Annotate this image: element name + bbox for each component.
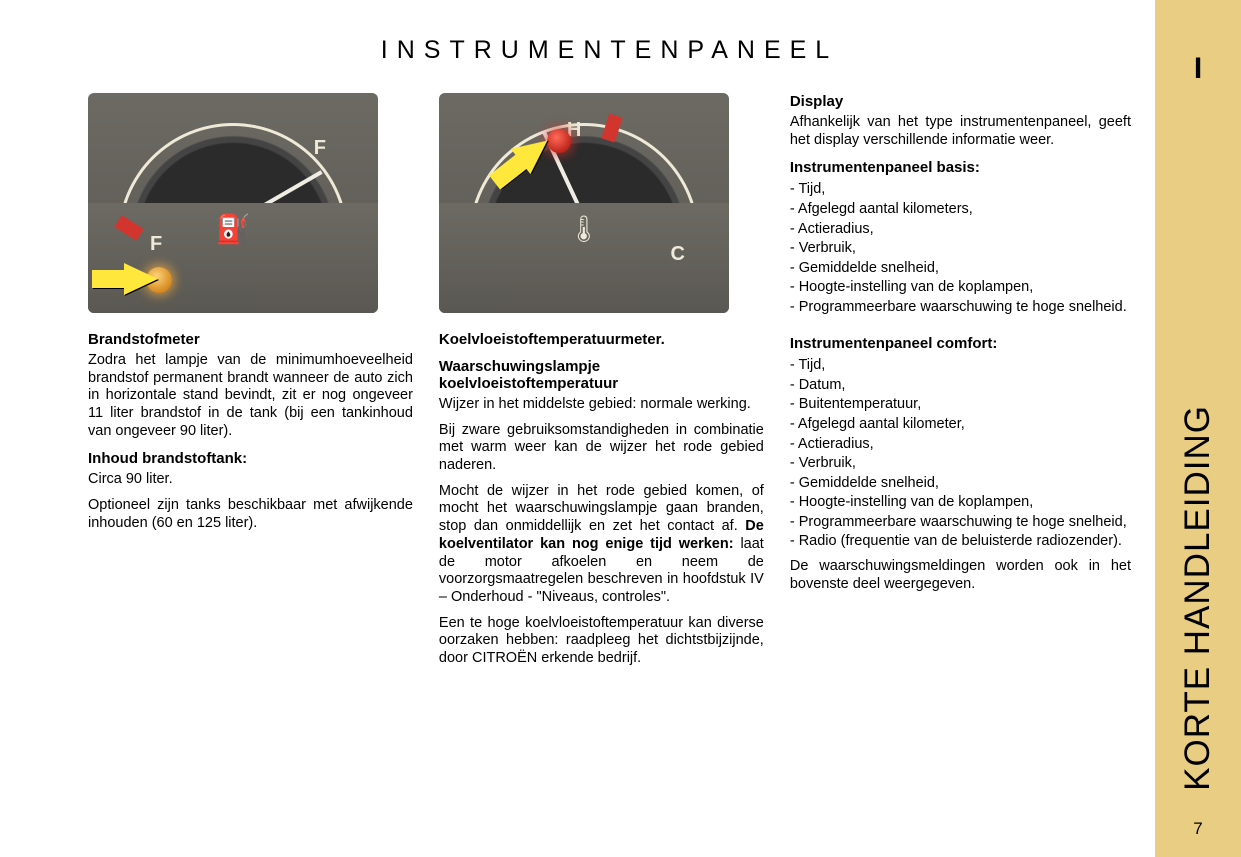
list-item: Afgelegd aantal kilometers,	[802, 200, 1131, 220]
coolant-para-2: Bij zware gebruiksomstandigheden in comb…	[439, 422, 764, 475]
coolant-cold-label: C	[670, 243, 684, 266]
display-para-2: De waarschuwingsmeldingen worden ook in …	[790, 558, 1131, 593]
column-display: Display Afhankelijk van het type instrum…	[790, 93, 1131, 676]
fuel-para-2: Circa 90 liter.	[88, 471, 413, 489]
fuel-pump-icon: ⛽	[216, 213, 251, 246]
fuel-gauge-figure: F F ⛽	[88, 93, 378, 313]
callout-arrow-icon	[124, 263, 158, 295]
list-item: Gemiddelde snelheid,	[802, 474, 1131, 494]
fuel-tank-heading: Inhoud brandstoftank:	[88, 450, 413, 467]
coolant-para-3: Mocht de wijzer in het rode gebied komen…	[439, 483, 764, 607]
list-item: Tijd,	[802, 356, 1131, 376]
list-item: Programmeerbare waarschuwing te hoge sne…	[802, 298, 1131, 318]
list-item: Gemiddelde snelheid,	[802, 259, 1131, 279]
sidebar: I KORTE HANDLEIDING 7	[1155, 0, 1241, 857]
fuel-para-1: Zodra het lampje van de minimumhoeveelhe…	[88, 352, 413, 440]
column-coolant: H C 🌡 Koelvloeistoftemperatuurmeter. Waa…	[439, 93, 764, 676]
coolant-gauge-heading: Koelvloeistoftemperatuurmeter.	[439, 331, 764, 348]
page-number: 7	[1193, 819, 1202, 839]
fuel-full-label: F	[314, 137, 326, 160]
list-item: Verbruik,	[802, 454, 1131, 474]
list-item: Verbruik,	[802, 239, 1131, 259]
list-item: Programmeerbare waarschuwing te hoge sne…	[802, 513, 1131, 533]
list-item: Actieradius,	[802, 220, 1131, 240]
column-fuel: F F ⛽ Brandstofmeter Zodra het lampje va…	[88, 93, 413, 676]
fuel-empty-label: F	[150, 233, 162, 256]
list-item: Radio (frequentie van de beluisterde rad…	[802, 532, 1131, 552]
list-item: Afgelegd aantal kilometer,	[802, 415, 1131, 435]
coolant-para-1: Wijzer in het middelste gebied: normale …	[439, 396, 764, 414]
display-para-1: Afhankelijk van het type instrumentenpan…	[790, 114, 1131, 149]
columns: F F ⛽ Brandstofmeter Zodra het lampje va…	[88, 93, 1131, 676]
chapter-label: KORTE HANDLEIDING	[1178, 405, 1218, 791]
panel-basis-list: Tijd,Afgelegd aantal kilometers,Actierad…	[790, 180, 1131, 317]
page: INSTRUMENTENPANEEL F F ⛽ Brandstofmeter	[0, 0, 1241, 857]
fuel-para-3: Optioneel zijn tanks beschikbaar met afw…	[88, 497, 413, 532]
page-title: INSTRUMENTENPANEEL	[88, 36, 1131, 65]
temperature-icon: 🌡	[567, 214, 600, 245]
coolant-para-4: Een te hoge koelvloeistoftemperatuur kan…	[439, 615, 764, 668]
fuel-gauge-heading: Brandstofmeter	[88, 331, 413, 348]
list-item: Tijd,	[802, 180, 1131, 200]
display-heading: Display	[790, 93, 1131, 110]
panel-comfort-heading: Instrumentenpaneel comfort:	[790, 335, 1131, 352]
coolant-warning-heading: Waarschuwingslampje koelvloeistoftempera…	[439, 358, 764, 392]
list-item: Actieradius,	[802, 435, 1131, 455]
panel-comfort-list: Tijd,Datum,Buitentemperatuur,Afgelegd aa…	[790, 356, 1131, 552]
list-item: Hoogte-instelling van de koplampen,	[802, 493, 1131, 513]
panel-basis-heading: Instrumentenpaneel basis:	[790, 159, 1131, 176]
list-item: Buitentemperatuur,	[802, 395, 1131, 415]
coolant-gauge-figure: H C 🌡	[439, 93, 729, 313]
list-item: Datum,	[802, 376, 1131, 396]
list-item: Hoogte-instelling van de koplampen,	[802, 278, 1131, 298]
content-area: INSTRUMENTENPANEEL F F ⛽ Brandstofmeter	[0, 0, 1155, 857]
chapter-roman: I	[1194, 52, 1202, 86]
